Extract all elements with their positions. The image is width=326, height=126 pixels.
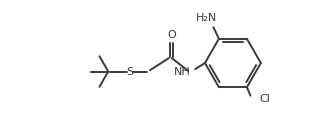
Text: NH: NH [174, 67, 191, 76]
Text: H₂N: H₂N [196, 13, 217, 23]
Text: Cl: Cl [259, 94, 270, 104]
Text: O: O [167, 30, 176, 40]
Text: S: S [126, 67, 134, 76]
